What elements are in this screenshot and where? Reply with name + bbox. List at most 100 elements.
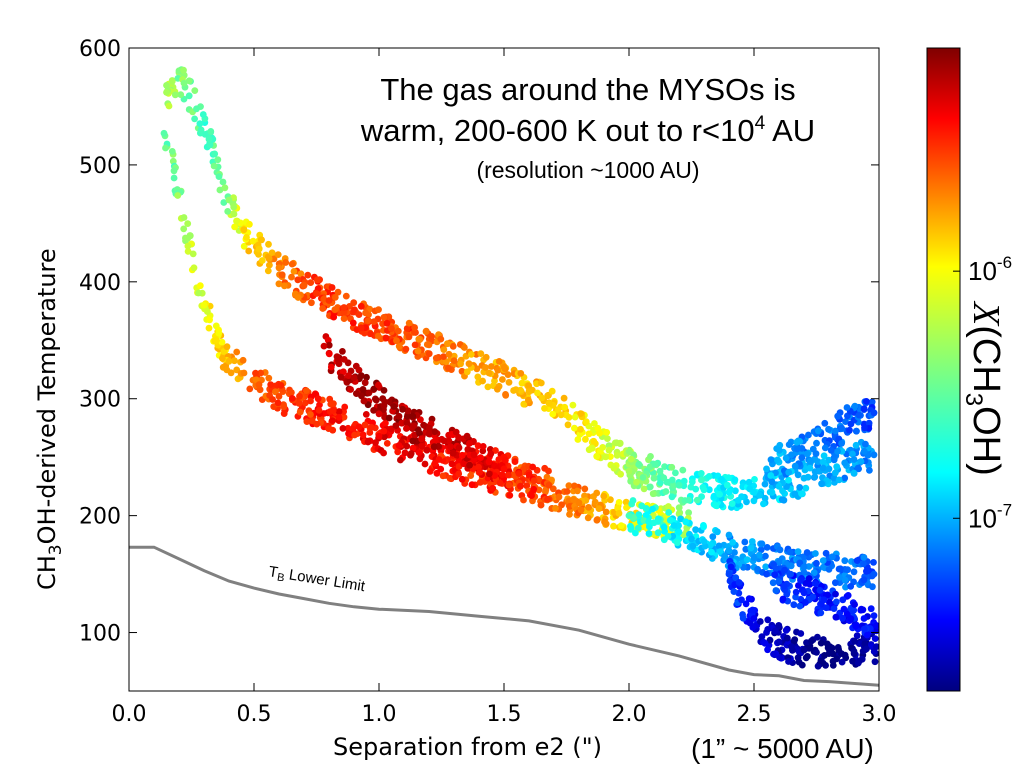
data-point (340, 368, 347, 376)
data-point (288, 389, 295, 396)
data-point (833, 598, 840, 606)
data-point (380, 314, 388, 321)
data-point (255, 245, 263, 253)
colorbar-tick-label: 10-6 (968, 253, 1012, 286)
data-point (168, 148, 176, 155)
data-point (821, 444, 829, 452)
data-point (365, 389, 373, 397)
data-point (710, 492, 718, 500)
data-point (846, 426, 853, 434)
data-point (764, 616, 772, 624)
data-point (422, 328, 430, 335)
data-point (467, 351, 475, 358)
data-point (656, 479, 664, 487)
data-point (334, 288, 342, 296)
data-point (786, 548, 794, 556)
data-point (861, 424, 868, 432)
data-point (211, 150, 219, 158)
data-point (860, 625, 868, 633)
data-point (750, 497, 758, 505)
data-point (769, 579, 777, 587)
data-point (584, 514, 592, 522)
data-point (785, 441, 793, 448)
x-axis-note: (1” ~ 5000 AU) (691, 733, 874, 764)
data-point (794, 548, 802, 555)
data-point (452, 428, 460, 436)
data-point (748, 538, 756, 545)
data-point (647, 453, 654, 460)
data-point (180, 214, 188, 221)
data-point (385, 414, 393, 422)
data-point (859, 606, 867, 614)
data-point (827, 446, 835, 454)
data-point (240, 226, 248, 234)
data-point (392, 422, 400, 429)
data-point (545, 400, 553, 407)
data-point (445, 437, 453, 445)
data-point (565, 414, 573, 421)
data-point (807, 457, 814, 465)
data-point (871, 658, 879, 666)
data-point (633, 478, 640, 486)
data-point (800, 646, 808, 654)
data-point (795, 582, 802, 589)
data-point (316, 401, 323, 409)
data-point (425, 430, 433, 438)
data-point (223, 366, 231, 374)
data-point (308, 299, 315, 307)
data-point (800, 589, 808, 597)
colorbar-tick-label: 10-7 (968, 500, 1012, 533)
data-point (585, 430, 593, 438)
data-point (374, 332, 382, 340)
data-point (843, 404, 851, 411)
data-point (555, 493, 563, 501)
data-point (529, 463, 537, 471)
data-point (537, 501, 545, 509)
data-point (817, 639, 825, 647)
data-point (832, 579, 839, 587)
data-point (368, 423, 375, 431)
data-point (243, 234, 250, 241)
data-point (339, 348, 346, 355)
data-point (288, 273, 295, 281)
data-point (537, 379, 545, 387)
data-point (515, 470, 523, 477)
data-point (265, 374, 273, 382)
data-point (355, 423, 363, 431)
data-point (799, 553, 807, 561)
data-point (359, 431, 367, 439)
data-point (853, 427, 860, 435)
data-point (873, 643, 879, 650)
data-point (505, 379, 513, 386)
data-point (813, 439, 820, 447)
data-point (180, 66, 187, 74)
data-point (538, 394, 546, 402)
data-point (402, 345, 410, 353)
data-point (812, 550, 819, 557)
data-point (603, 429, 611, 436)
data-point (735, 579, 743, 586)
data-point (225, 196, 233, 204)
data-point (405, 333, 413, 341)
data-point (860, 615, 868, 622)
data-point (264, 267, 272, 275)
data-point (174, 192, 182, 199)
data-point (675, 481, 683, 489)
data-point (265, 255, 273, 262)
data-point (810, 569, 818, 577)
data-point (813, 559, 820, 567)
data-point (372, 396, 380, 404)
data-point (362, 411, 370, 418)
data-point (219, 178, 227, 186)
data-point (750, 554, 758, 562)
data-point (440, 437, 448, 445)
data-point (505, 481, 513, 489)
data-point (730, 588, 738, 595)
data-point (495, 358, 503, 365)
data-point (325, 350, 333, 358)
data-point (544, 495, 551, 503)
data-point (544, 392, 552, 400)
data-point (847, 583, 855, 590)
data-point (668, 463, 676, 471)
data-point (742, 600, 750, 608)
